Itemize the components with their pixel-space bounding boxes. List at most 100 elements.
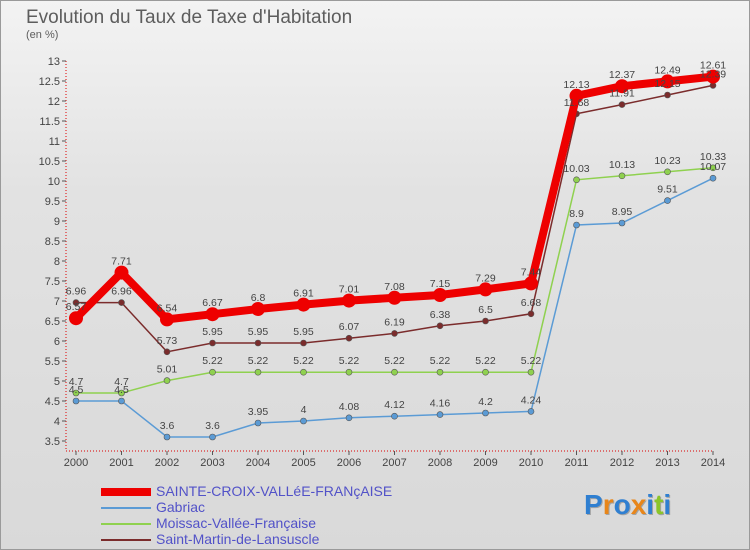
y-tick-label: 9.5: [45, 196, 60, 208]
series-point-moissac-vall-e-fran-aise: [300, 368, 307, 376]
series-point-gabriac: [300, 417, 307, 425]
y-tick-label: 7: [54, 296, 60, 308]
data-label: 4.5: [114, 384, 129, 396]
legend-item-gabriac: Gabriac: [101, 499, 521, 515]
x-tick-label: 2003: [200, 457, 224, 469]
series-point-sainte-croix-vall-e-fran-aise: [251, 302, 265, 316]
data-label: 7.01: [339, 284, 360, 296]
x-tick-label: 2010: [519, 457, 543, 469]
y-tick-label: 5.5: [45, 356, 60, 368]
series-point-sainte-croix-vall-e-fran-aise: [387, 290, 402, 305]
data-label: 12.37: [609, 69, 635, 81]
data-label: 4: [301, 404, 307, 416]
y-tick-label: 4.5: [45, 396, 60, 408]
chart-title: Evolution du Taux de Taxe d'Habitation: [26, 7, 353, 28]
data-label: 5.22: [430, 355, 451, 367]
series-point-moissac-vall-e-fran-aise: [618, 172, 626, 180]
data-label: 8.9: [569, 208, 584, 220]
data-label: 11.68: [564, 97, 590, 109]
series-point-sainte-croix-vall-e-fran-aise: [569, 88, 584, 103]
series-point-gabriac: [436, 411, 444, 418]
legend-label: Gabriac: [156, 499, 206, 515]
data-label: 7.71: [111, 256, 132, 268]
data-label: 10.03: [563, 163, 589, 175]
series-point-gabriac: [709, 174, 717, 182]
series-point-gabriac: [254, 419, 262, 427]
x-tick-label: 2007: [382, 457, 406, 469]
data-label: 3.6: [160, 420, 175, 432]
data-label: 12.13: [563, 79, 589, 91]
data-label: 7.29: [475, 272, 496, 284]
data-label: 4.7: [114, 376, 129, 388]
series-point-saint-martin-de-lansuscle: [391, 330, 398, 337]
data-label: 4.12: [384, 399, 405, 411]
x-tick-label: 2001: [109, 457, 133, 469]
series-point-moissac-vall-e-fran-aise: [163, 377, 171, 384]
data-label: 5.73: [157, 335, 178, 347]
legend: SAINTE-CROIX-VALLéE-FRANçAISE Gabriac Mois…: [101, 483, 521, 547]
series-point-saint-martin-de-lansuscle: [664, 91, 671, 99]
data-label: 10.23: [654, 155, 680, 167]
x-tick-label: 2013: [655, 457, 679, 469]
data-label: 6.8: [251, 292, 266, 304]
x-tick-label: 2008: [428, 457, 452, 469]
series-point-saint-martin-de-lansuscle: [618, 101, 626, 108]
data-label: 6.91: [293, 288, 314, 300]
series-point-moissac-vall-e-fran-aise: [72, 389, 80, 397]
y-tick-label: 13: [48, 56, 60, 68]
series-point-sainte-croix-vall-e-fran-aise: [615, 79, 629, 94]
data-label: 12.39: [700, 68, 726, 80]
data-label: 5.22: [521, 355, 542, 367]
y-tick-label: 3.5: [45, 436, 60, 448]
legend-swatch: [101, 539, 151, 541]
y-tick-label: 12.5: [39, 76, 60, 88]
data-label: 7.15: [430, 278, 451, 290]
data-label: 5.95: [202, 326, 223, 338]
series-point-saint-martin-de-lansuscle: [254, 339, 262, 347]
x-tick-label: 2002: [155, 457, 179, 469]
series-point-gabriac: [618, 219, 626, 227]
legend-label: SAINTE-CROIX-VALLéE-FRANçAISE: [156, 483, 393, 499]
data-label: 5.22: [248, 355, 269, 367]
x-tick-label: 2011: [565, 457, 589, 469]
series-point-moissac-vall-e-fran-aise: [345, 368, 353, 376]
data-label: 7.08: [384, 281, 405, 293]
series-point-sainte-croix-vall-e-fran-aise: [706, 69, 720, 84]
data-label: 7.44: [521, 266, 542, 278]
legend-swatch: [101, 488, 151, 496]
data-label: 12.61: [700, 60, 726, 72]
y-tick-label: 6: [54, 336, 60, 348]
data-label: 12.15: [654, 78, 680, 90]
data-label: 5.22: [202, 355, 223, 367]
proxiti-logo: Proxiti: [584, 489, 672, 520]
data-label: 5.95: [248, 326, 269, 338]
y-tick-label: 11.5: [39, 116, 60, 128]
data-label: 10.33: [700, 151, 726, 163]
series-point-moissac-vall-e-fran-aise: [527, 368, 535, 376]
series-point-gabriac: [209, 433, 216, 441]
x-tick-label: 2012: [610, 457, 634, 469]
unit-label: (en %): [26, 29, 59, 41]
series-point-saint-martin-de-lansuscle: [300, 339, 307, 347]
series-point-saint-martin-de-lansuscle: [118, 299, 125, 306]
data-label: 6.38: [430, 309, 451, 321]
series-point-moissac-vall-e-fran-aise: [391, 368, 398, 376]
series-point-saint-martin-de-lansuscle: [163, 348, 171, 356]
line-chart: 3.544.555.566.577.588.599.51010.51111.51…: [39, 56, 727, 469]
series-point-moissac-vall-e-fran-aise: [254, 368, 262, 376]
series-point-sainte-croix-vall-e-fran-aise: [296, 297, 311, 312]
data-label: 6.57: [66, 301, 87, 313]
legend-item-saint-martin-de-lansuscle: Saint-Martin-de-Lansuscle: [101, 531, 521, 547]
data-label: 4.08: [339, 401, 360, 413]
y-tick-label: 10: [48, 176, 60, 188]
series-point-moissac-vall-e-fran-aise: [209, 368, 216, 376]
series-point-sainte-croix-vall-e-fran-aise: [478, 282, 493, 297]
y-tick-label: 7.5: [45, 276, 60, 288]
series-point-sainte-croix-vall-e-fran-aise: [160, 312, 174, 327]
data-label: 6.67: [202, 297, 223, 309]
series-point-sainte-croix-vall-e-fran-aise: [69, 311, 83, 326]
series-point-saint-martin-de-lansuscle: [209, 339, 216, 347]
data-label: 6.5: [478, 304, 493, 316]
data-label: 5.22: [293, 355, 314, 367]
legend-label: Saint-Martin-de-Lansuscle: [156, 531, 320, 547]
